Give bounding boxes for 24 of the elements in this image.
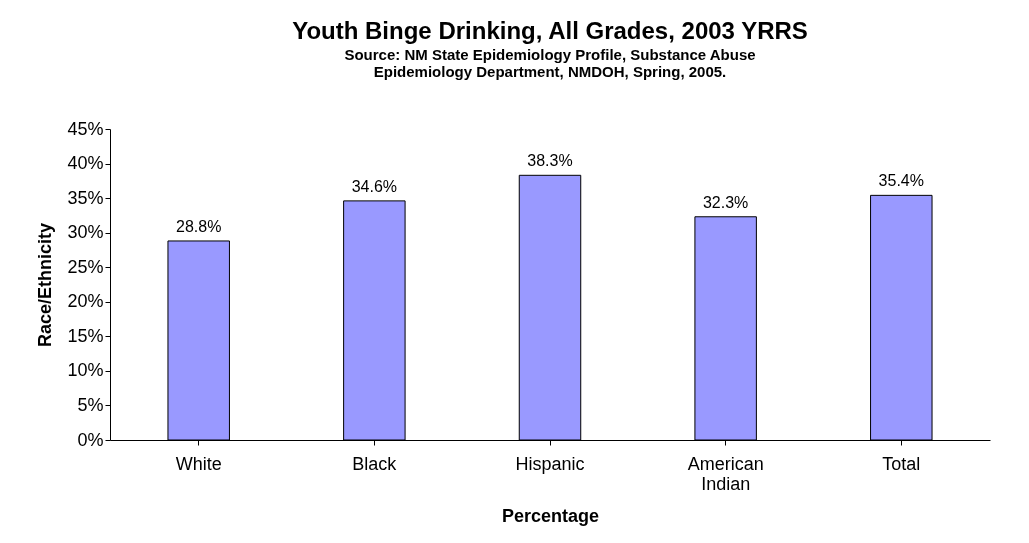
y-tick-label: 30% [67, 222, 104, 243]
y-tick-label: 20% [67, 291, 104, 312]
x-tick-label: Total [882, 453, 921, 474]
data-label: 28.8% [176, 217, 222, 235]
x-tick-label: American Indian [687, 453, 764, 494]
data-label: 38.3% [527, 152, 573, 170]
y-axis-title: Race/Ethnicity [35, 222, 56, 348]
y-tick-label: 40% [67, 153, 104, 174]
y-tick-label: 15% [67, 325, 104, 346]
y-tick-label: 0% [77, 429, 104, 450]
x-tick-label: White [175, 453, 222, 474]
data-label: 32.3% [702, 193, 749, 211]
data-label: 35.4% [878, 172, 924, 190]
y-tick-label: 45% [67, 118, 104, 139]
data-label: 34.6% [351, 177, 398, 195]
chart-title: Youth Binge Drinking, All Grades, 2003 YRRS [292, 17, 808, 44]
x-tick-label: Hispanic [515, 453, 585, 474]
y-tick-label: 5% [77, 394, 104, 415]
chart-subtitle: Source: NM State Epidemiology Profile, Substance Abuse Epidemiology Department, NMDOH, Spring, 2005. [344, 46, 756, 80]
y-tick-label: 25% [67, 256, 104, 277]
x-tick-label: Black [352, 453, 398, 474]
x-axis-title: Percentage [501, 505, 600, 526]
y-tick-label: 35% [67, 187, 104, 208]
y-tick-label: 10% [67, 360, 104, 381]
